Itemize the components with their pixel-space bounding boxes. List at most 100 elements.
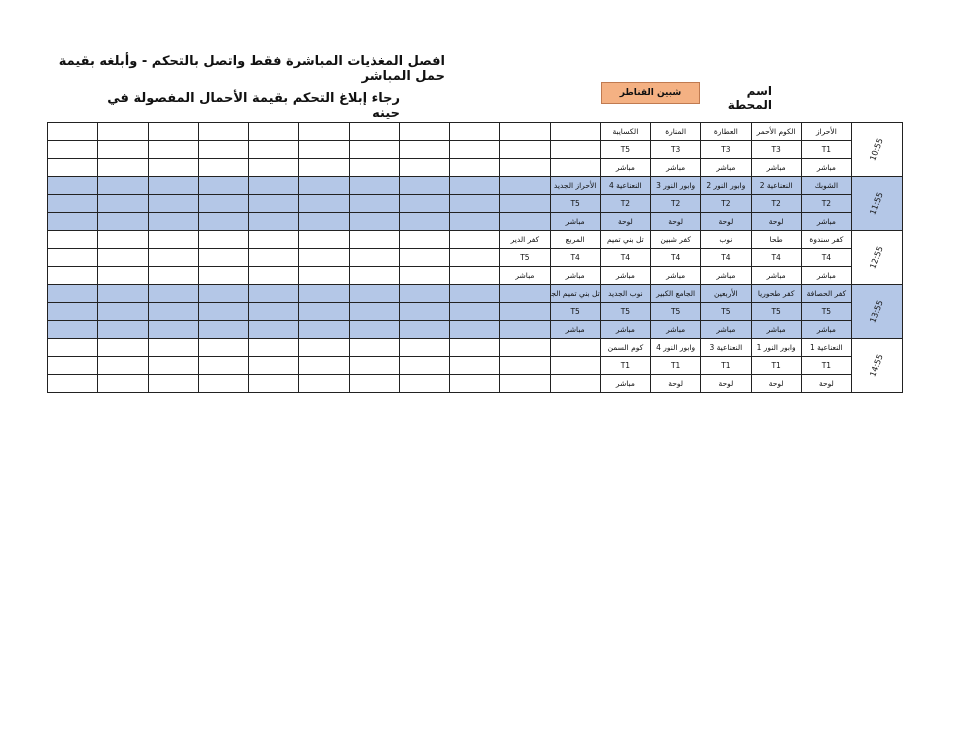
table-row: 10:55 الأحراز الكوم الأحمر العطارة المنارة ال… — [46, 122, 903, 177]
table-cell: وابور النور 1 — [750, 338, 802, 357]
table-cell: الأربعين — [700, 284, 752, 303]
table-cell — [298, 212, 350, 231]
table-cell — [97, 158, 149, 177]
table-cell — [46, 140, 99, 159]
table-cell — [46, 248, 99, 267]
table-cell — [499, 284, 551, 303]
table-cell: T5 — [700, 302, 752, 321]
table-cell — [448, 338, 501, 357]
table-cell — [348, 248, 400, 267]
table-cell: T2 — [750, 194, 802, 213]
table-cell — [448, 356, 501, 375]
table-cell: مباشر — [649, 158, 702, 177]
table-cell — [247, 140, 300, 159]
table-cell — [298, 140, 350, 159]
table-cell: لوحة — [649, 374, 702, 393]
table-row: لوحة لوحة لوحة لوحة مباشر — [46, 374, 903, 393]
table-cell: مباشر — [599, 266, 652, 285]
table-cell — [499, 140, 551, 159]
table-cell: لوحة — [750, 374, 802, 393]
table-cell: لوحة — [700, 374, 752, 393]
table-cell: النعناعية 1 — [800, 338, 853, 357]
table-cell: T4 — [700, 248, 752, 267]
table-cell — [549, 122, 601, 141]
subtitle: رجاء إبلاغ التحكم بقيمة الأحمال المفصولة… — [107, 91, 400, 121]
table-cell — [46, 158, 99, 177]
table-cell — [147, 194, 199, 213]
table-cell — [247, 302, 300, 321]
table-cell: كفر شبين — [649, 230, 702, 249]
table-cell — [46, 284, 99, 303]
table-cell: كفر الحصافة — [800, 284, 853, 303]
table-cell — [46, 356, 99, 375]
table-cell — [147, 338, 199, 357]
table-cell: T1 — [599, 356, 652, 375]
table-cell — [97, 176, 149, 195]
table-cell — [448, 248, 501, 267]
table-cell — [298, 230, 350, 249]
table-cell: T5 — [599, 302, 652, 321]
table-cell: مباشر — [800, 266, 853, 285]
table-cell: مباشر — [549, 266, 601, 285]
table-cell — [197, 374, 250, 393]
table-cell — [197, 176, 250, 195]
table-cell — [147, 140, 199, 159]
table-cell: كفر سندوة — [800, 230, 853, 249]
table-cell — [298, 194, 350, 213]
table-cell — [247, 266, 300, 285]
table-row: 12:55 كفر سندوة طحا نوب كفر شبين تل بني تميم ا… — [46, 230, 903, 285]
time-label: 13:55 — [868, 299, 886, 324]
table-cell — [348, 356, 400, 375]
table-cell: العطارة — [700, 122, 752, 141]
table-cell: مباشر — [700, 158, 752, 177]
time-label: 12:55 — [868, 245, 886, 270]
table-row: مباشر لوحة لوحة لوحة لوحة مباشر — [46, 212, 903, 231]
table-cell — [247, 248, 300, 267]
table-cell — [247, 212, 300, 231]
table-row: T5 T5 T5 T5 T5 T5 — [46, 302, 903, 321]
table-cell: T2 — [700, 194, 752, 213]
table-cell — [197, 266, 250, 285]
table-cell — [97, 266, 149, 285]
table-cell — [499, 338, 551, 357]
table-cell — [298, 284, 350, 303]
table-cell: الأحراز — [800, 122, 853, 141]
table-cell — [147, 302, 199, 321]
table-cell: مباشر — [549, 212, 601, 231]
table-cell — [46, 230, 99, 249]
table-row: مباشر مباشر مباشر مباشر مباشر — [46, 158, 903, 177]
table-cell — [97, 122, 149, 141]
station-label: اسم المحطة — [727, 84, 772, 112]
table-cell — [46, 374, 99, 393]
table-cell: T4 — [750, 248, 802, 267]
table-cell — [298, 248, 350, 267]
table-cell: وابور النور 4 — [649, 338, 702, 357]
table-cell: T1 — [700, 356, 752, 375]
table-cell — [298, 158, 350, 177]
table-cell — [348, 338, 400, 357]
table-cell — [247, 356, 300, 375]
table-cell: تل بني تميم الجديد — [549, 284, 601, 303]
table-row: T1 T1 T1 T1 T1 — [46, 356, 903, 375]
table-cell — [348, 194, 400, 213]
table-cell — [147, 248, 199, 267]
table-cell — [197, 356, 250, 375]
table-cell: T4 — [549, 248, 601, 267]
table-cell — [499, 302, 551, 321]
table-cell: مباشر — [800, 212, 853, 231]
table-cell — [448, 266, 501, 285]
table-cell — [298, 122, 350, 141]
table-cell: مباشر — [599, 320, 652, 339]
table-cell: مباشر — [549, 320, 601, 339]
table-cell: T1 — [750, 356, 802, 375]
table-cell — [398, 194, 451, 213]
table-cell — [247, 230, 300, 249]
table-cell — [348, 266, 400, 285]
table-cell — [197, 140, 250, 159]
table-cell: كفر طحوريا — [750, 284, 802, 303]
table-cell: T3 — [700, 140, 752, 159]
table-cell: T5 — [599, 140, 652, 159]
table-cell — [448, 176, 501, 195]
table-cell: كفر الدير — [499, 230, 551, 249]
table-cell — [197, 158, 250, 177]
